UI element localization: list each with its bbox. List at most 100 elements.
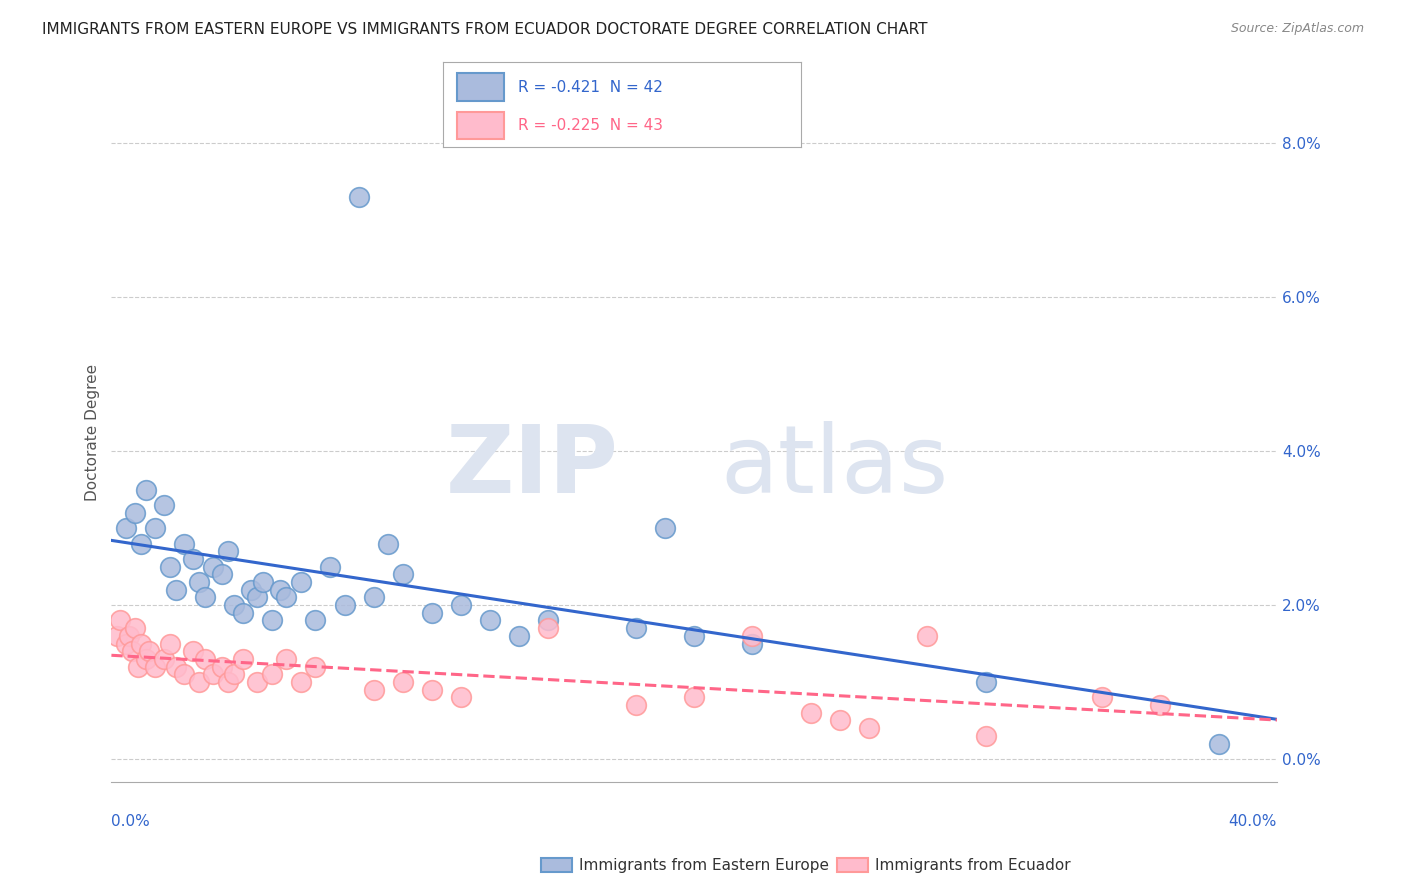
Point <box>135 652 157 666</box>
Point <box>828 714 851 728</box>
Point <box>202 667 225 681</box>
Point <box>105 629 128 643</box>
Point <box>917 629 939 643</box>
Point <box>1091 690 1114 705</box>
Point <box>319 559 342 574</box>
Point <box>118 629 141 643</box>
Point <box>143 659 166 673</box>
Point <box>232 606 254 620</box>
Point <box>181 552 204 566</box>
Point <box>858 721 880 735</box>
Point <box>115 521 138 535</box>
Point <box>222 598 245 612</box>
Point <box>974 675 997 690</box>
Point <box>304 614 326 628</box>
Point <box>260 614 283 628</box>
Point <box>138 644 160 658</box>
Point <box>153 498 176 512</box>
Point <box>260 667 283 681</box>
Point <box>129 636 152 650</box>
Point <box>741 629 763 643</box>
Point <box>683 629 706 643</box>
Point <box>479 614 502 628</box>
Text: 0.0%: 0.0% <box>111 814 150 829</box>
Point <box>222 667 245 681</box>
Point <box>173 536 195 550</box>
Point <box>211 567 233 582</box>
Point <box>194 652 217 666</box>
Point <box>135 483 157 497</box>
Point <box>624 698 647 712</box>
Point <box>129 536 152 550</box>
Text: R = -0.421  N = 42: R = -0.421 N = 42 <box>519 79 664 95</box>
Point <box>508 629 530 643</box>
Point <box>181 644 204 658</box>
Point <box>173 667 195 681</box>
Point <box>246 591 269 605</box>
Text: R = -0.225  N = 43: R = -0.225 N = 43 <box>519 118 664 133</box>
Point <box>391 675 413 690</box>
Text: Immigrants from Ecuador: Immigrants from Ecuador <box>875 858 1070 872</box>
Point <box>420 682 443 697</box>
Point <box>683 690 706 705</box>
Bar <box>541 858 572 872</box>
Point <box>741 636 763 650</box>
Point <box>290 574 312 589</box>
Point <box>159 636 181 650</box>
Bar <box>837 858 868 872</box>
Bar <box>457 112 503 139</box>
Point <box>347 190 370 204</box>
Point <box>108 614 131 628</box>
Point <box>211 659 233 673</box>
Point <box>121 644 143 658</box>
Point <box>217 675 239 690</box>
Point <box>124 506 146 520</box>
Y-axis label: Doctorate Degree: Doctorate Degree <box>86 363 100 500</box>
Point <box>124 621 146 635</box>
Text: 40.0%: 40.0% <box>1229 814 1277 829</box>
Point <box>127 659 149 673</box>
Point <box>202 559 225 574</box>
Point <box>276 591 298 605</box>
Point <box>232 652 254 666</box>
Text: Immigrants from Eastern Europe: Immigrants from Eastern Europe <box>579 858 830 872</box>
Point <box>290 675 312 690</box>
Point <box>276 652 298 666</box>
Point <box>246 675 269 690</box>
Point <box>165 659 187 673</box>
Point <box>159 559 181 574</box>
Point <box>377 536 399 550</box>
Point <box>269 582 291 597</box>
Point <box>450 690 472 705</box>
Point <box>420 606 443 620</box>
Point <box>217 544 239 558</box>
Point <box>252 574 274 589</box>
Point <box>391 567 413 582</box>
Point <box>304 659 326 673</box>
Point <box>187 675 209 690</box>
Point <box>974 729 997 743</box>
Text: atlas: atlas <box>720 421 948 513</box>
Point <box>654 521 676 535</box>
Point <box>194 591 217 605</box>
Text: ZIP: ZIP <box>446 421 619 513</box>
Point <box>165 582 187 597</box>
Point <box>800 706 823 720</box>
Point <box>115 636 138 650</box>
Point <box>187 574 209 589</box>
Point <box>363 591 385 605</box>
Point <box>537 614 560 628</box>
Point <box>450 598 472 612</box>
Point <box>143 521 166 535</box>
Bar <box>457 73 503 101</box>
Text: IMMIGRANTS FROM EASTERN EUROPE VS IMMIGRANTS FROM ECUADOR DOCTORATE DEGREE CORRE: IMMIGRANTS FROM EASTERN EUROPE VS IMMIGR… <box>42 22 928 37</box>
Point <box>333 598 356 612</box>
Point <box>537 621 560 635</box>
Point <box>363 682 385 697</box>
Text: Source: ZipAtlas.com: Source: ZipAtlas.com <box>1230 22 1364 36</box>
Point <box>1149 698 1171 712</box>
Point <box>153 652 176 666</box>
Point <box>624 621 647 635</box>
Point <box>240 582 263 597</box>
Point <box>1208 737 1230 751</box>
